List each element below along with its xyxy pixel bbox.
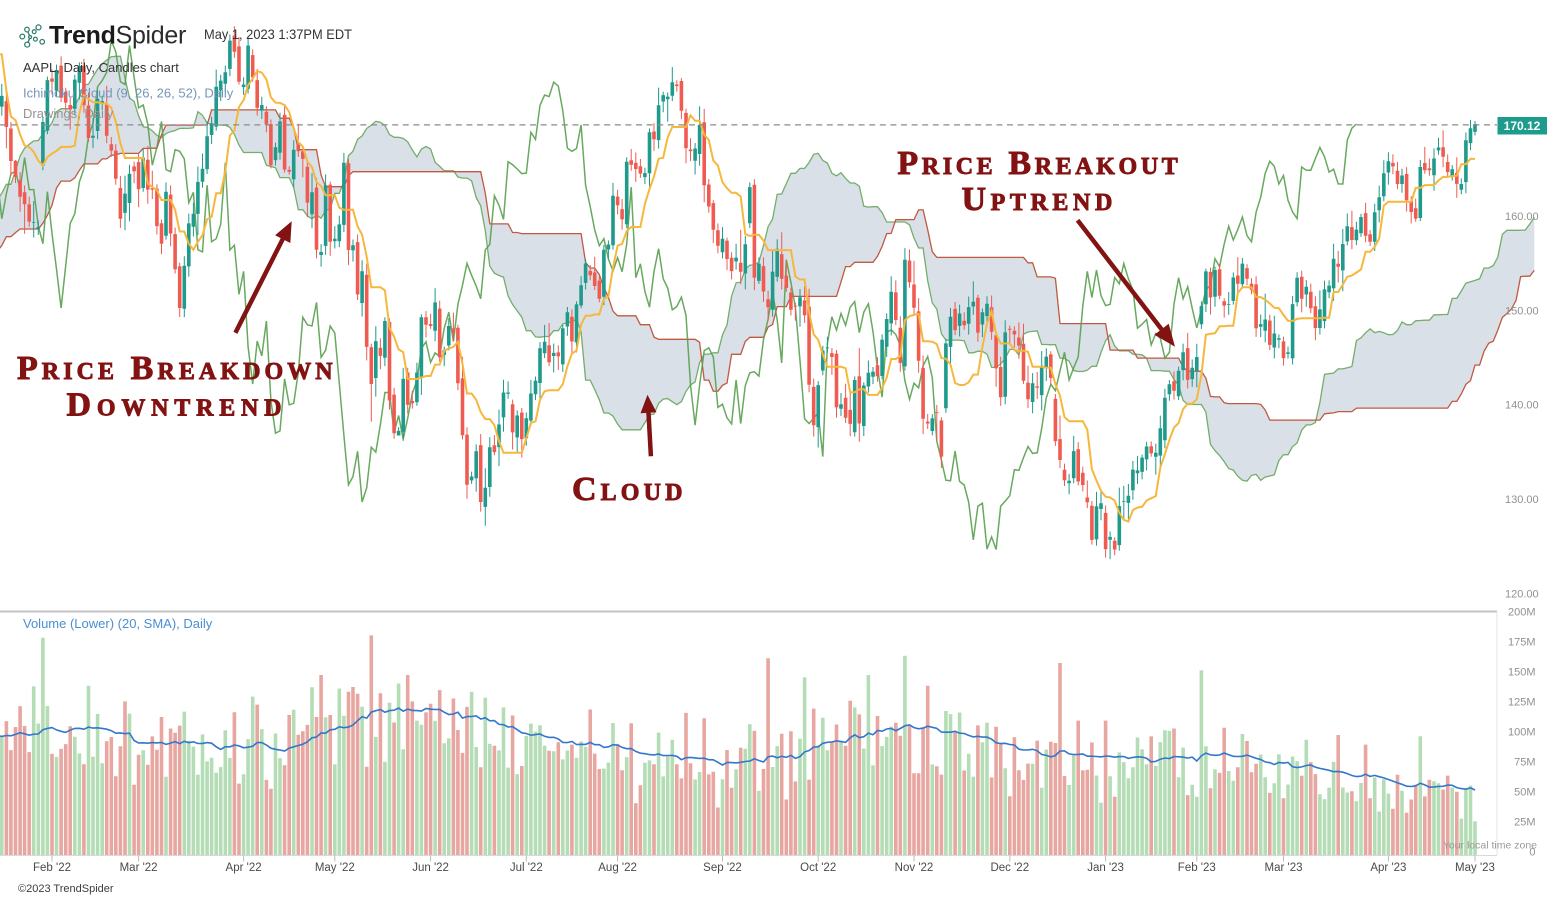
svg-text:Your local time zone: Your local time zone xyxy=(1443,840,1537,852)
svg-text:175M: 175M xyxy=(1508,637,1536,649)
svg-text:150.00: 150.00 xyxy=(1505,305,1539,317)
svg-text:75M: 75M xyxy=(1514,757,1535,769)
svg-text:Price Breakout: Price Breakout xyxy=(897,145,1177,182)
svg-text:May '23: May '23 xyxy=(1455,862,1495,874)
svg-text:Dec '22: Dec '22 xyxy=(990,862,1029,874)
svg-text:Feb '22: Feb '22 xyxy=(33,862,71,874)
svg-text:Feb '23: Feb '23 xyxy=(1178,862,1216,874)
svg-text:TrendSpider: TrendSpider xyxy=(49,22,186,50)
svg-text:50M: 50M xyxy=(1514,787,1535,799)
svg-text:160.00: 160.00 xyxy=(1505,211,1539,223)
svg-text:Nov '22: Nov '22 xyxy=(895,862,934,874)
svg-text:May 1, 2023 1:37PM EDT: May 1, 2023 1:37PM EDT xyxy=(204,26,352,42)
svg-text:25M: 25M xyxy=(1514,817,1535,829)
svg-text:Sep '22: Sep '22 xyxy=(703,862,742,874)
svg-text:Mar '23: Mar '23 xyxy=(1265,862,1303,874)
svg-text:Ichimoku Cloud (9, 26, 26, 52): Ichimoku Cloud (9, 26, 26, 52), Daily xyxy=(23,86,234,101)
svg-text:AAPL, Daily, Candles chart: AAPL, Daily, Candles chart xyxy=(23,60,179,75)
svg-text:Cloud: Cloud xyxy=(572,471,683,508)
svg-text:Jun '22: Jun '22 xyxy=(412,862,449,874)
svg-text:Aug '22: Aug '22 xyxy=(598,862,637,874)
svg-text:120.00: 120.00 xyxy=(1505,588,1539,600)
svg-text:170.12: 170.12 xyxy=(1504,119,1541,133)
svg-text:100M: 100M xyxy=(1508,727,1536,739)
svg-text:200M: 200M xyxy=(1508,607,1536,619)
svg-text:Mar '22: Mar '22 xyxy=(120,862,158,874)
svg-text:0: 0 xyxy=(1529,847,1535,859)
svg-text:Volume (Lower) (20, SMA), Dail: Volume (Lower) (20, SMA), Daily xyxy=(23,616,213,631)
svg-text:130.00: 130.00 xyxy=(1505,494,1539,506)
svg-text:Apr '22: Apr '22 xyxy=(226,862,262,874)
svg-text:Jan '23: Jan '23 xyxy=(1087,862,1124,874)
svg-text:150M: 150M xyxy=(1508,667,1536,679)
svg-text:125M: 125M xyxy=(1508,697,1536,709)
svg-text:Oct '22: Oct '22 xyxy=(800,862,836,874)
svg-text:May '22: May '22 xyxy=(315,862,355,874)
svg-text:©2023 TrendSpider: ©2023 TrendSpider xyxy=(18,883,114,895)
svg-text:Jul '22: Jul '22 xyxy=(510,862,543,874)
svg-text:Downtrend: Downtrend xyxy=(67,387,282,424)
svg-text:Uptrend: Uptrend xyxy=(962,181,1113,218)
svg-text:Drawings, Daily: Drawings, Daily xyxy=(23,106,114,121)
svg-text:Apr '23: Apr '23 xyxy=(1370,862,1406,874)
svg-text:140.00: 140.00 xyxy=(1505,400,1539,412)
